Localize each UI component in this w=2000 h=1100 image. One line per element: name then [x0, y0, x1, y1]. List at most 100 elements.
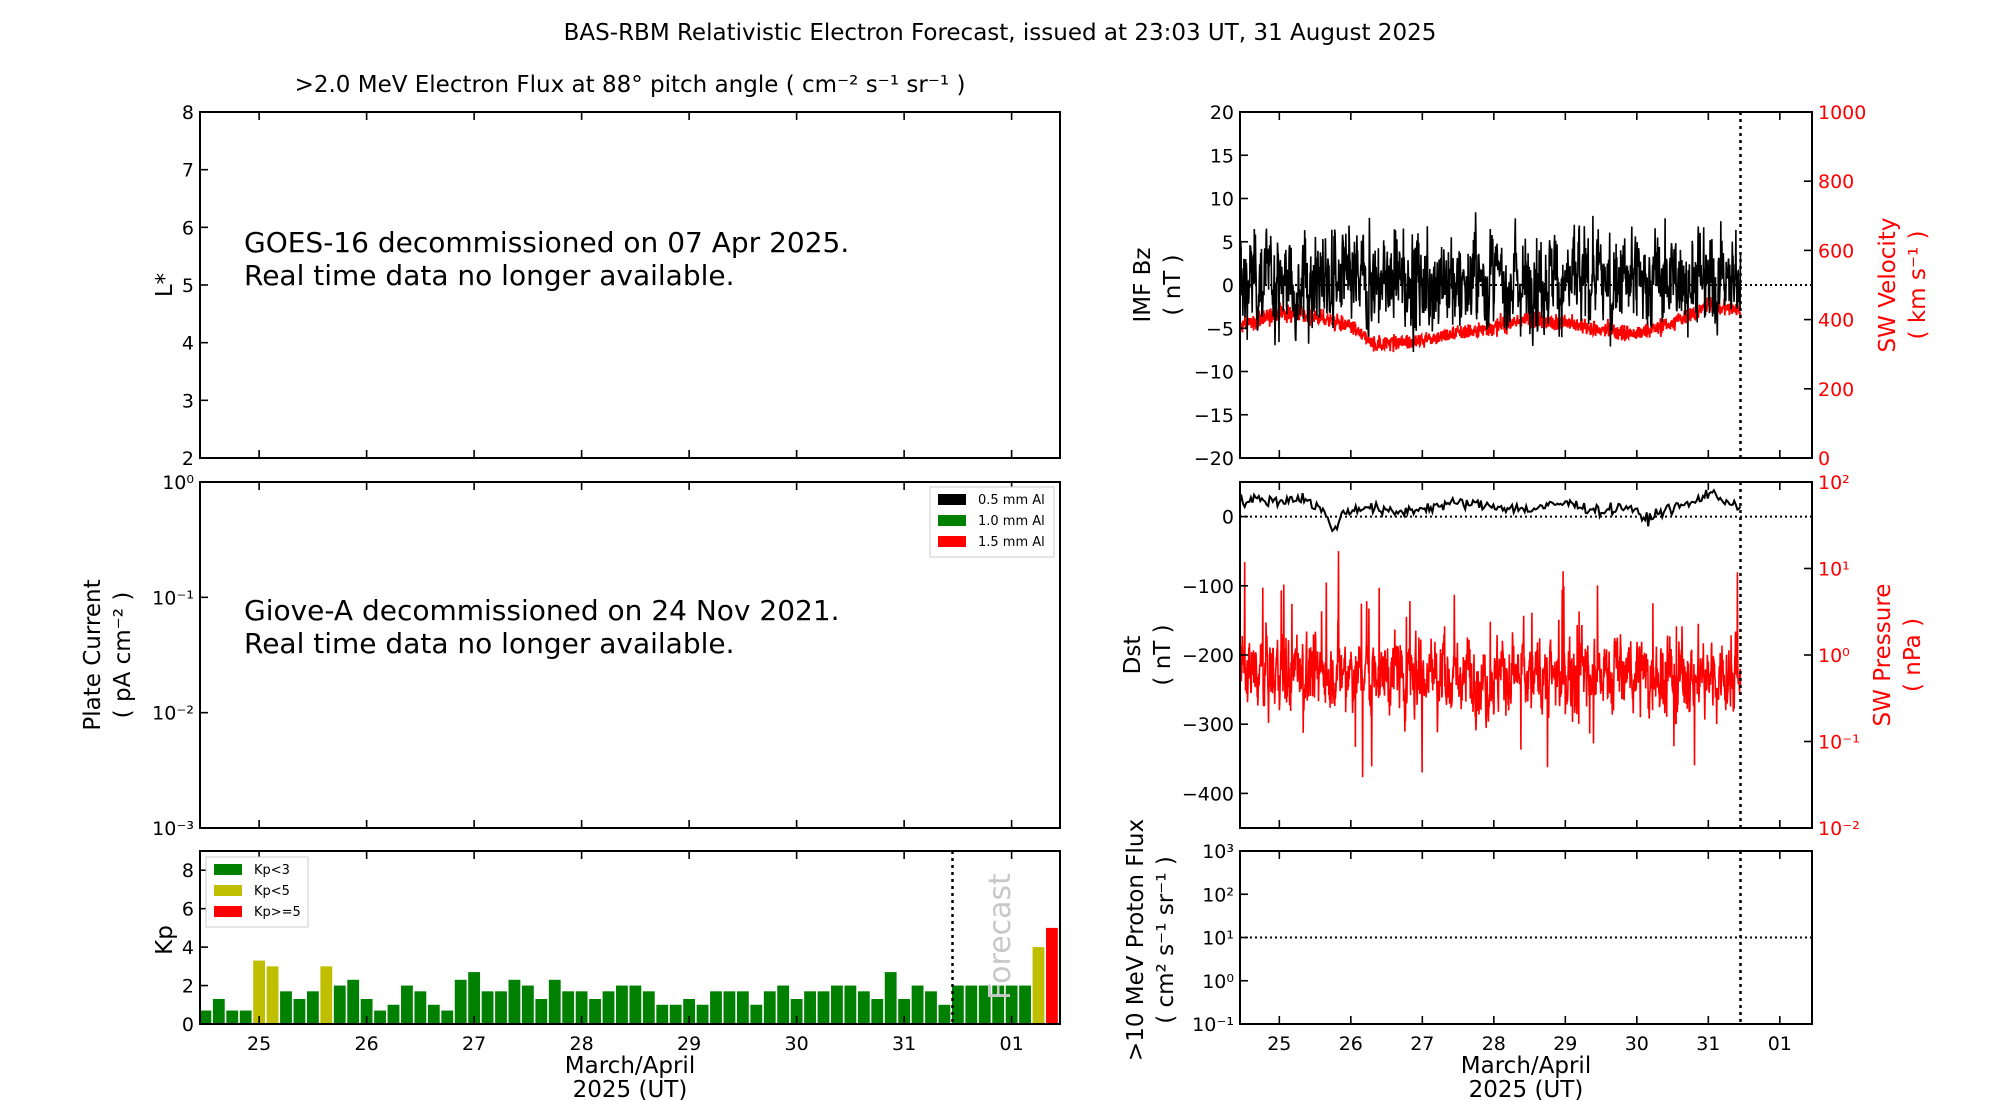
- plate-message-line-1: Giove-A decommissioned on 24 Nov 2021.: [244, 594, 840, 627]
- kp-bar-11: [347, 979, 360, 1024]
- kp-bar-29: [589, 999, 601, 1024]
- kp-bar-59: [992, 985, 1005, 1024]
- kp-legend: Kp<3 Kp<5 Kp>=5: [205, 856, 309, 928]
- kp-x-axis-label-line-1: March/April: [565, 1053, 695, 1079]
- sw-velocity-y-tick-label-3: 600: [1818, 240, 1854, 262]
- sw-pressure-y-axis-label-line-2: ( nPa ): [1900, 618, 1926, 692]
- kp-bar-46: [817, 991, 830, 1024]
- sw-velocity-y-tick-label-5: 1000: [1818, 102, 1866, 124]
- flux-y-tick-label-1: 3: [182, 390, 194, 412]
- kp-bar-52: [898, 999, 911, 1024]
- kp-bar-57: [965, 985, 978, 1024]
- plate-y-tick-label-1: 10⁻²: [152, 703, 194, 725]
- proton-y-axis-label-line-1: >10 MeV Proton Flux: [1123, 819, 1149, 1061]
- kp-bar-19: [454, 979, 467, 1024]
- kp-bar-33: [642, 991, 655, 1024]
- kp-bar-62: [1032, 947, 1045, 1024]
- dst-y-axis-label-line-1: Dst: [1120, 636, 1146, 675]
- kp-legend-label-1: Kp<5: [254, 884, 290, 899]
- kp-bar-5: [266, 966, 279, 1024]
- flux-x-ticks: [258, 112, 1013, 458]
- kp-legend-swatch-2: [214, 906, 242, 917]
- sw-velocity-y-axis-label-line-1: SW Velocity: [1875, 218, 1901, 353]
- flux-y-tick-label-0: 2: [182, 448, 194, 470]
- dst-y-tick-label-0: −400: [1182, 783, 1234, 805]
- plate-legend-swatch-1: [938, 515, 966, 526]
- kp-x-axis-label-line-2: 2025 (UT): [573, 1077, 688, 1100]
- plate-panel: 10⁻³ 10⁻² 10⁻¹ 10⁰ Plate Current ( pA cm⁻² …: [80, 472, 1061, 840]
- kp-y-tick-label-1: 2: [182, 976, 194, 998]
- kp-x-tick-label-0: 25: [247, 1033, 271, 1055]
- kp-bar-34: [656, 1004, 669, 1024]
- kp-bar-14: [387, 1004, 400, 1024]
- dst-y-tick-label-1: −300: [1182, 714, 1234, 736]
- bz-y-axis-label-line-1: IMF Bz: [1130, 247, 1156, 322]
- bz-y-tick-label-6: 10: [1210, 189, 1234, 211]
- kp-bar-30: [602, 991, 615, 1024]
- kp-bar-16: [414, 991, 427, 1024]
- sw-velocity-y-axis-label-line-2: ( km s⁻¹ ): [1905, 231, 1931, 340]
- kp-x-tick-label-1: 26: [355, 1033, 379, 1055]
- proton-y-tick-label-0: 10⁻¹: [1192, 1014, 1234, 1036]
- sw-velocity-y-tick-label-4: 800: [1818, 171, 1854, 193]
- bz-y-tick-label-3: −5: [1206, 318, 1234, 340]
- flux-panel: >2.0 MeV Electron Flux at 88° pitch angl…: [152, 72, 1061, 470]
- proton-x-tick-label-7: 01: [1768, 1033, 1792, 1055]
- kp-bar-24: [521, 985, 534, 1024]
- sw-pressure-line: [1239, 551, 1742, 778]
- kp-x-tick-label-5: 30: [785, 1033, 809, 1055]
- kp-y-ticks: 0 2 4 6 8: [182, 860, 208, 1036]
- kp-bar-2: [226, 1010, 239, 1024]
- bz-x-ticks: [1278, 112, 1781, 458]
- kp-bar-7: [293, 999, 306, 1024]
- kp-x-tick-label-2: 27: [462, 1033, 486, 1055]
- kp-bar-41: [750, 1004, 763, 1024]
- kp-bar-18: [441, 1010, 454, 1024]
- kp-bar-50: [871, 999, 884, 1024]
- kp-bar-47: [831, 985, 843, 1024]
- dst-y-tick-label-3: −100: [1182, 576, 1234, 598]
- proton-x-tick-label-1: 26: [1339, 1033, 1363, 1055]
- flux-y-tick-label-3: 5: [182, 275, 194, 297]
- flux-y-tick-label-5: 7: [182, 160, 194, 182]
- kp-bar-53: [911, 985, 924, 1024]
- kp-bar-51: [884, 972, 897, 1024]
- proton-x-tick-label-5: 30: [1625, 1033, 1649, 1055]
- plate-message-line-2: Real time data no longer available.: [244, 627, 735, 660]
- flux-y-tick-label-4: 6: [182, 217, 194, 239]
- kp-bar-55: [938, 1004, 951, 1024]
- kp-bar-48: [844, 985, 857, 1024]
- kp-y-tick-label-3: 6: [182, 899, 194, 921]
- proton-x-axis-label-line-2: 2025 (UT): [1469, 1077, 1584, 1100]
- kp-plot-frame: [199, 850, 1061, 1025]
- proton-x-tick-label-2: 27: [1410, 1033, 1434, 1055]
- flux-message-line-2: Real time data no longer available.: [244, 259, 735, 292]
- plate-legend-label-2: 1.5 mm Al: [978, 535, 1045, 550]
- kp-bar-6: [280, 991, 292, 1024]
- flux-title: >2.0 MeV Electron Flux at 88° pitch angl…: [295, 72, 966, 98]
- kp-bar-40: [736, 991, 749, 1024]
- kp-bar-1: [212, 999, 225, 1024]
- kp-legend-swatch-1: [214, 885, 242, 896]
- proton-y-tick-label-2: 10¹: [1202, 928, 1234, 950]
- proton-x-tick-label-3: 28: [1482, 1033, 1506, 1055]
- kp-x-tick-label-4: 29: [677, 1033, 701, 1055]
- imf-bz-line: [1239, 212, 1742, 353]
- sw-velocity-y-tick-label-2: 400: [1818, 310, 1854, 332]
- kp-x-tick-label-3: 28: [570, 1033, 594, 1055]
- kp-y-tick-label-4: 8: [182, 860, 194, 882]
- kp-y-tick-label-0: 0: [182, 1014, 194, 1036]
- sw-velocity-y-ticks: 0 200 400 600 800 1000: [1804, 102, 1866, 470]
- proton-x-ticks: 25 26 27 28 29 30 31 01: [1267, 851, 1792, 1055]
- kp-legend-label-2: Kp>=5: [254, 905, 301, 920]
- plate-y-ticks: 10⁻³ 10⁻² 10⁻¹ 10⁰: [152, 472, 208, 840]
- sw-pressure-y-tick-label-4: 10²: [1818, 472, 1850, 494]
- kp-bar-32: [629, 985, 642, 1024]
- bz-y-tick-label-7: 15: [1210, 145, 1234, 167]
- bz-y-tick-label-5: 5: [1222, 232, 1234, 254]
- kp-bar-49: [857, 991, 870, 1024]
- kp-bar-20: [468, 972, 481, 1024]
- plate-y-axis-label-line-1: Plate Current: [80, 579, 106, 730]
- dst-x-ticks: [1278, 482, 1781, 828]
